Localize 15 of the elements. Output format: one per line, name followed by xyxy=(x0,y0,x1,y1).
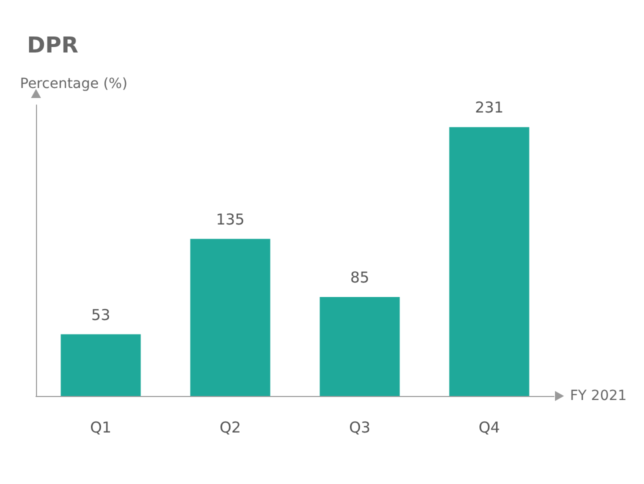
bar xyxy=(449,127,530,396)
chart-title: DPR xyxy=(27,34,78,58)
data-label: 135 xyxy=(216,210,245,228)
bar xyxy=(190,238,270,396)
x-tick-label: Q2 xyxy=(220,418,241,436)
bar xyxy=(320,297,400,396)
y-axis-title: Percentage (%) xyxy=(20,76,128,92)
x-tick-label: Q3 xyxy=(349,418,370,436)
data-label: 231 xyxy=(474,98,504,117)
data-label: 53 xyxy=(91,306,110,324)
x-axis-title: FY 2021 xyxy=(570,388,627,404)
x-tick-label: Q4 xyxy=(478,418,500,436)
bar xyxy=(60,334,141,396)
x-tick-label: Q1 xyxy=(90,418,112,436)
data-label: 85 xyxy=(350,268,370,287)
